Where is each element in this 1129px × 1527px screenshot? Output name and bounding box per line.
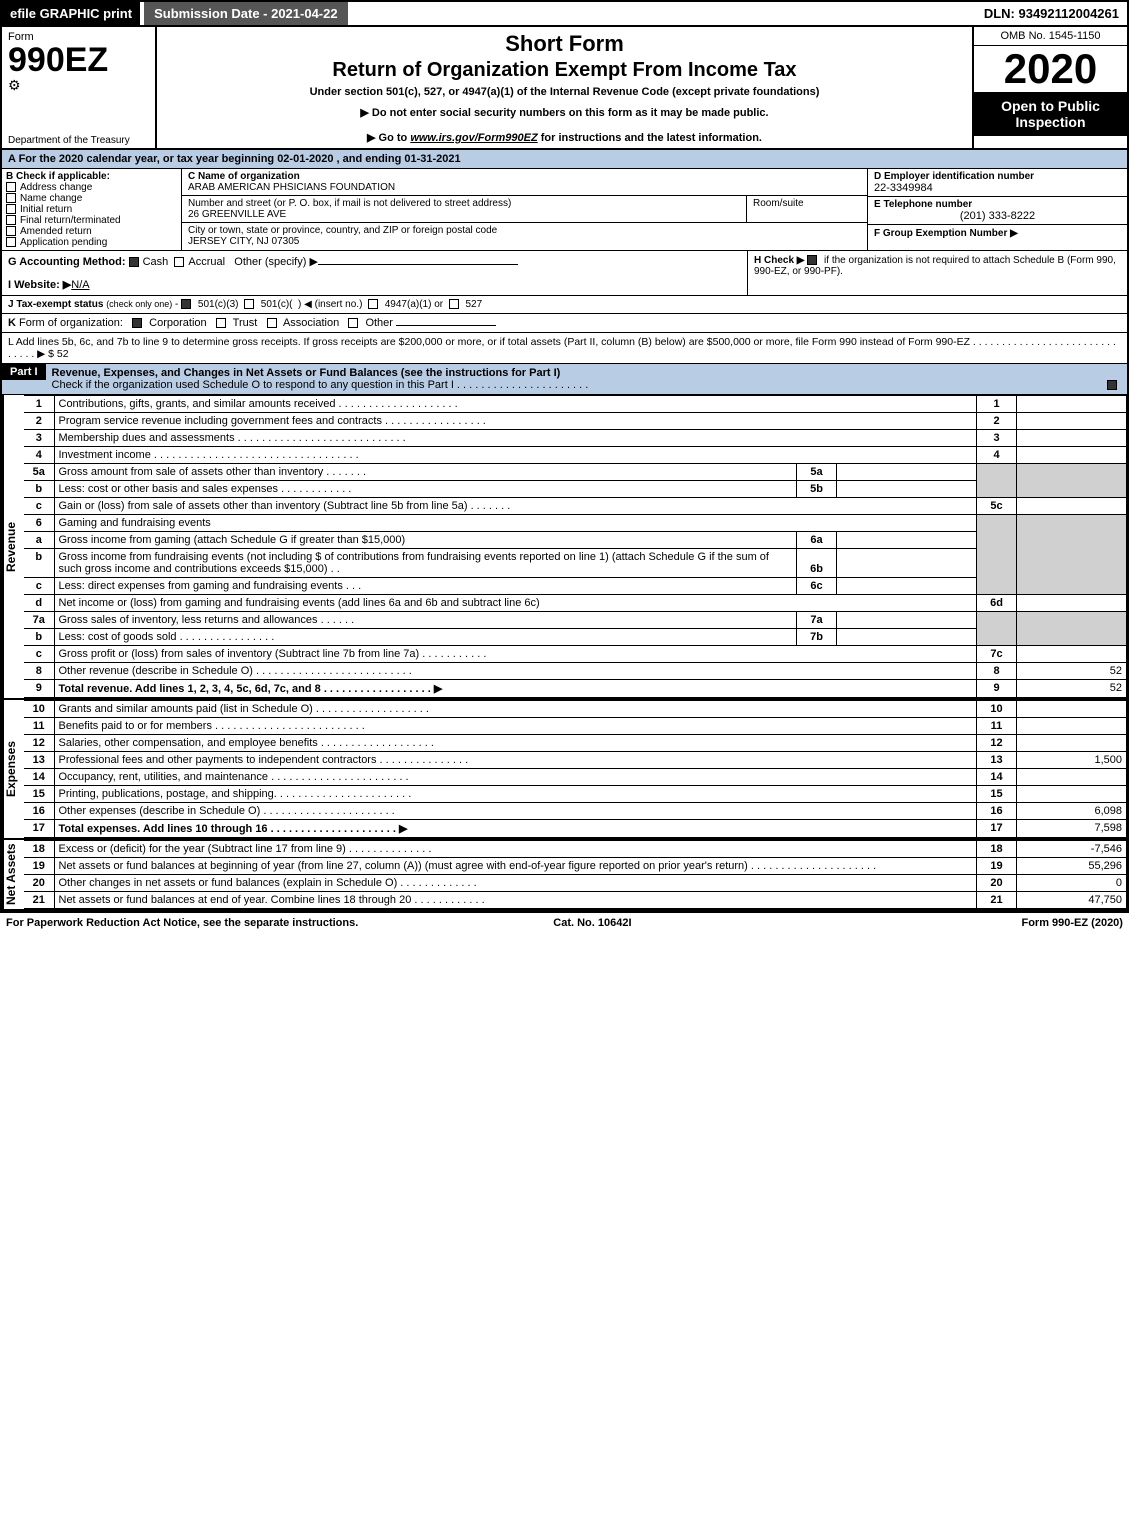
checkbox-initial-return[interactable] <box>6 204 16 214</box>
org-name-box: C Name of organization ARAB AMERICAN PHS… <box>182 169 867 196</box>
net-assets-vertical-label: Net Assets <box>2 840 24 909</box>
checkbox-501c3[interactable] <box>181 299 191 309</box>
revenue-table: 1Contributions, gifts, grants, and simil… <box>24 395 1127 698</box>
ssn-warning: ▶ Do not enter social security numbers o… <box>167 106 962 119</box>
header-row: Form 990EZ ⚙ Department of the Treasury … <box>2 27 1127 150</box>
omb-number: OMB No. 1545-1150 <box>974 27 1127 46</box>
room-suite-label: Room/suite <box>747 196 867 222</box>
part-i-badge: Part I <box>2 364 46 380</box>
header-right: OMB No. 1545-1150 2020 Open to Public In… <box>972 27 1127 148</box>
accounting-method: G Accounting Method: Cash Accrual Other … <box>2 251 747 295</box>
checkbox-application-pending[interactable] <box>6 237 16 247</box>
checkbox-schedule-o-part-i[interactable] <box>1107 380 1117 390</box>
efile-badge: efile GRAPHIC print <box>2 2 140 25</box>
part-i-title: Revenue, Expenses, and Changes in Net As… <box>46 364 1127 394</box>
checkbox-other-org[interactable] <box>348 318 358 328</box>
row-k: K Form of organization: Corporation Trus… <box>2 314 1127 333</box>
org-name-value: ARAB AMERICAN PHSICIANS FOUNDATION <box>188 182 861 193</box>
checkbox-schedule-b[interactable] <box>807 255 817 265</box>
telephone-box: E Telephone number (201) 333-8222 <box>868 197 1127 225</box>
form-title: Short Form <box>167 31 962 57</box>
dept-label: Department of the Treasury <box>8 135 130 146</box>
checkbox-4947a1[interactable] <box>368 299 378 309</box>
group-label: F Group Exemption Number ▶ <box>874 228 1018 239</box>
checkbox-accrual[interactable] <box>174 257 184 267</box>
website-value: N/A <box>71 279 89 291</box>
street-box: Number and street (or P. O. box, if mail… <box>182 196 747 222</box>
row-gh: G Accounting Method: Cash Accrual Other … <box>2 251 1127 296</box>
calendar-year-row: A For the 2020 calendar year, or tax yea… <box>2 150 1127 169</box>
checkbox-cash[interactable] <box>129 257 139 267</box>
revenue-vertical-label: Revenue <box>2 395 24 698</box>
city-label: City or town, state or province, country… <box>188 225 861 236</box>
checkbox-527[interactable] <box>449 299 459 309</box>
open-public-badge: Open to Public Inspection <box>974 92 1127 136</box>
instructions-link-row: ▶ Go to www.irs.gov/Form990EZ for instru… <box>167 131 962 144</box>
block-c: C Name of organization ARAB AMERICAN PHS… <box>182 169 867 250</box>
top-bar: efile GRAPHIC print Submission Date - 20… <box>2 2 1127 27</box>
checkbox-final-return[interactable] <box>6 215 16 225</box>
header-left: Form 990EZ ⚙ Department of the Treasury <box>2 27 157 148</box>
street-value: 26 GREENVILLE AVE <box>188 209 740 220</box>
other-specify-line[interactable] <box>318 264 518 265</box>
checkbox-501c[interactable] <box>244 299 254 309</box>
h-check: H Check ▶ if the organization is not req… <box>747 251 1127 295</box>
footer-form-ref: Form 990-EZ (2020) <box>1021 917 1123 929</box>
revenue-section: Revenue 1Contributions, gifts, grants, a… <box>2 395 1127 700</box>
block-b-title: B Check if applicable: <box>6 171 177 182</box>
part-i-header: Part I Revenue, Expenses, and Changes in… <box>2 364 1127 395</box>
checkbox-address-change[interactable] <box>6 182 16 192</box>
expenses-table: 10Grants and similar amounts paid (list … <box>24 700 1127 838</box>
tax-year: 2020 <box>974 46 1127 92</box>
form-section-note: Under section 501(c), 527, or 4947(a)(1)… <box>167 86 962 98</box>
footer-catalog: Cat. No. 10642I <box>553 917 631 929</box>
block-d: D Employer identification number 22-3349… <box>867 169 1127 250</box>
form-subtitle: Return of Organization Exempt From Incom… <box>167 59 962 82</box>
dln-label: DLN: 93492112004261 <box>976 2 1127 25</box>
checkbox-name-change[interactable] <box>6 193 16 203</box>
submission-date: Submission Date - 2021-04-22 <box>144 2 348 25</box>
checkbox-amended-return[interactable] <box>6 226 16 236</box>
form-container: efile GRAPHIC print Submission Date - 20… <box>0 0 1129 913</box>
block-b: B Check if applicable: Address change Na… <box>2 169 182 250</box>
net-assets-section: Net Assets 18Excess or (deficit) for the… <box>2 840 1127 911</box>
group-exemption-box: F Group Exemption Number ▶ <box>868 225 1127 241</box>
row-j: J Tax-exempt status (check only one) - 5… <box>2 296 1127 314</box>
header-middle: Short Form Return of Organization Exempt… <box>157 27 972 148</box>
expenses-vertical-label: Expenses <box>2 700 24 838</box>
form-number: 990EZ <box>8 43 149 77</box>
expenses-section: Expenses 10Grants and similar amounts pa… <box>2 700 1127 840</box>
city-box: City or town, state or province, country… <box>182 223 867 249</box>
tel-label: E Telephone number <box>874 199 1121 210</box>
ein-box: D Employer identification number 22-3349… <box>868 169 1127 197</box>
city-value: JERSEY CITY, NJ 07305 <box>188 236 861 247</box>
checkbox-association[interactable] <box>267 318 277 328</box>
footer-left: For Paperwork Reduction Act Notice, see … <box>6 917 358 929</box>
street-label: Number and street (or P. O. box, if mail… <box>188 198 740 209</box>
checkbox-corporation[interactable] <box>132 318 142 328</box>
ein-label: D Employer identification number <box>874 171 1121 182</box>
irs-link[interactable]: www.irs.gov/Form990EZ <box>410 132 537 144</box>
net-assets-table: 18Excess or (deficit) for the year (Subt… <box>24 840 1127 909</box>
address-row: Number and street (or P. O. box, if mail… <box>182 196 867 223</box>
ein-value: 22-3349984 <box>874 182 1121 194</box>
block-bcd: B Check if applicable: Address change Na… <box>2 169 1127 251</box>
footer: For Paperwork Reduction Act Notice, see … <box>0 913 1129 933</box>
org-name-label: C Name of organization <box>188 171 861 182</box>
checkbox-trust[interactable] <box>216 318 226 328</box>
tel-value: (201) 333-8222 <box>874 210 1121 222</box>
row-l: L Add lines 5b, 6c, and 7b to line 9 to … <box>2 333 1127 364</box>
